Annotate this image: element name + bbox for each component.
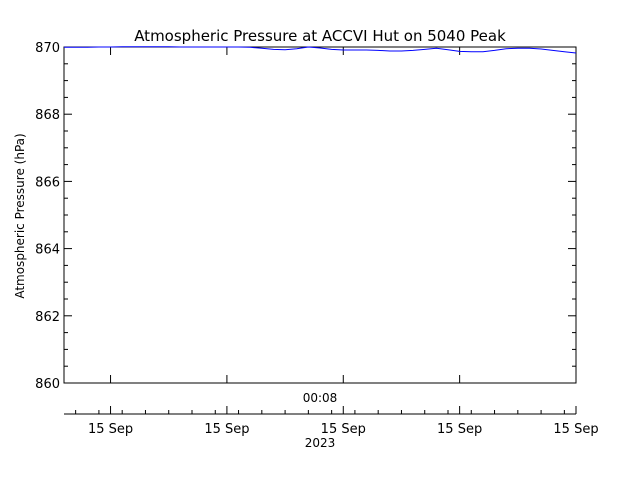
y-tick-label: 864 xyxy=(35,243,60,258)
bottom-axis-year-label: 2023 xyxy=(305,436,336,450)
bottom-tick-label: 15 Sep xyxy=(321,422,366,437)
bottom-date-axis: 15 Sep 15 Sep 15 Sep 15 Sep 15 Sep xyxy=(75,406,599,437)
plot-frame xyxy=(63,46,577,384)
y-axis-label: Atmospheric Pressure (hPa) xyxy=(13,133,27,298)
y-tick-label: 862 xyxy=(35,310,60,325)
series-group xyxy=(64,46,577,54)
bottom-tick-label: 15 Sep xyxy=(553,422,598,437)
x-axis-label: 00:08 xyxy=(303,391,338,405)
bottom-tick-label: 15 Sep xyxy=(204,422,249,437)
x-axis-ticks xyxy=(110,47,577,383)
bottom-tick-label: 15 Sep xyxy=(437,422,482,437)
y-tick-label: 866 xyxy=(35,175,60,190)
series-line xyxy=(64,46,577,54)
y-tick-label: 868 xyxy=(35,108,60,123)
y-tick-label: 870 xyxy=(35,41,60,56)
bottom-tick-label: 15 Sep xyxy=(88,422,133,437)
y-tick-label: 860 xyxy=(35,377,60,392)
chart-title: Atmospheric Pressure at ACCVI Hut on 504… xyxy=(134,27,506,45)
y-axis: 860 862 864 866 868 870 xyxy=(35,41,576,392)
